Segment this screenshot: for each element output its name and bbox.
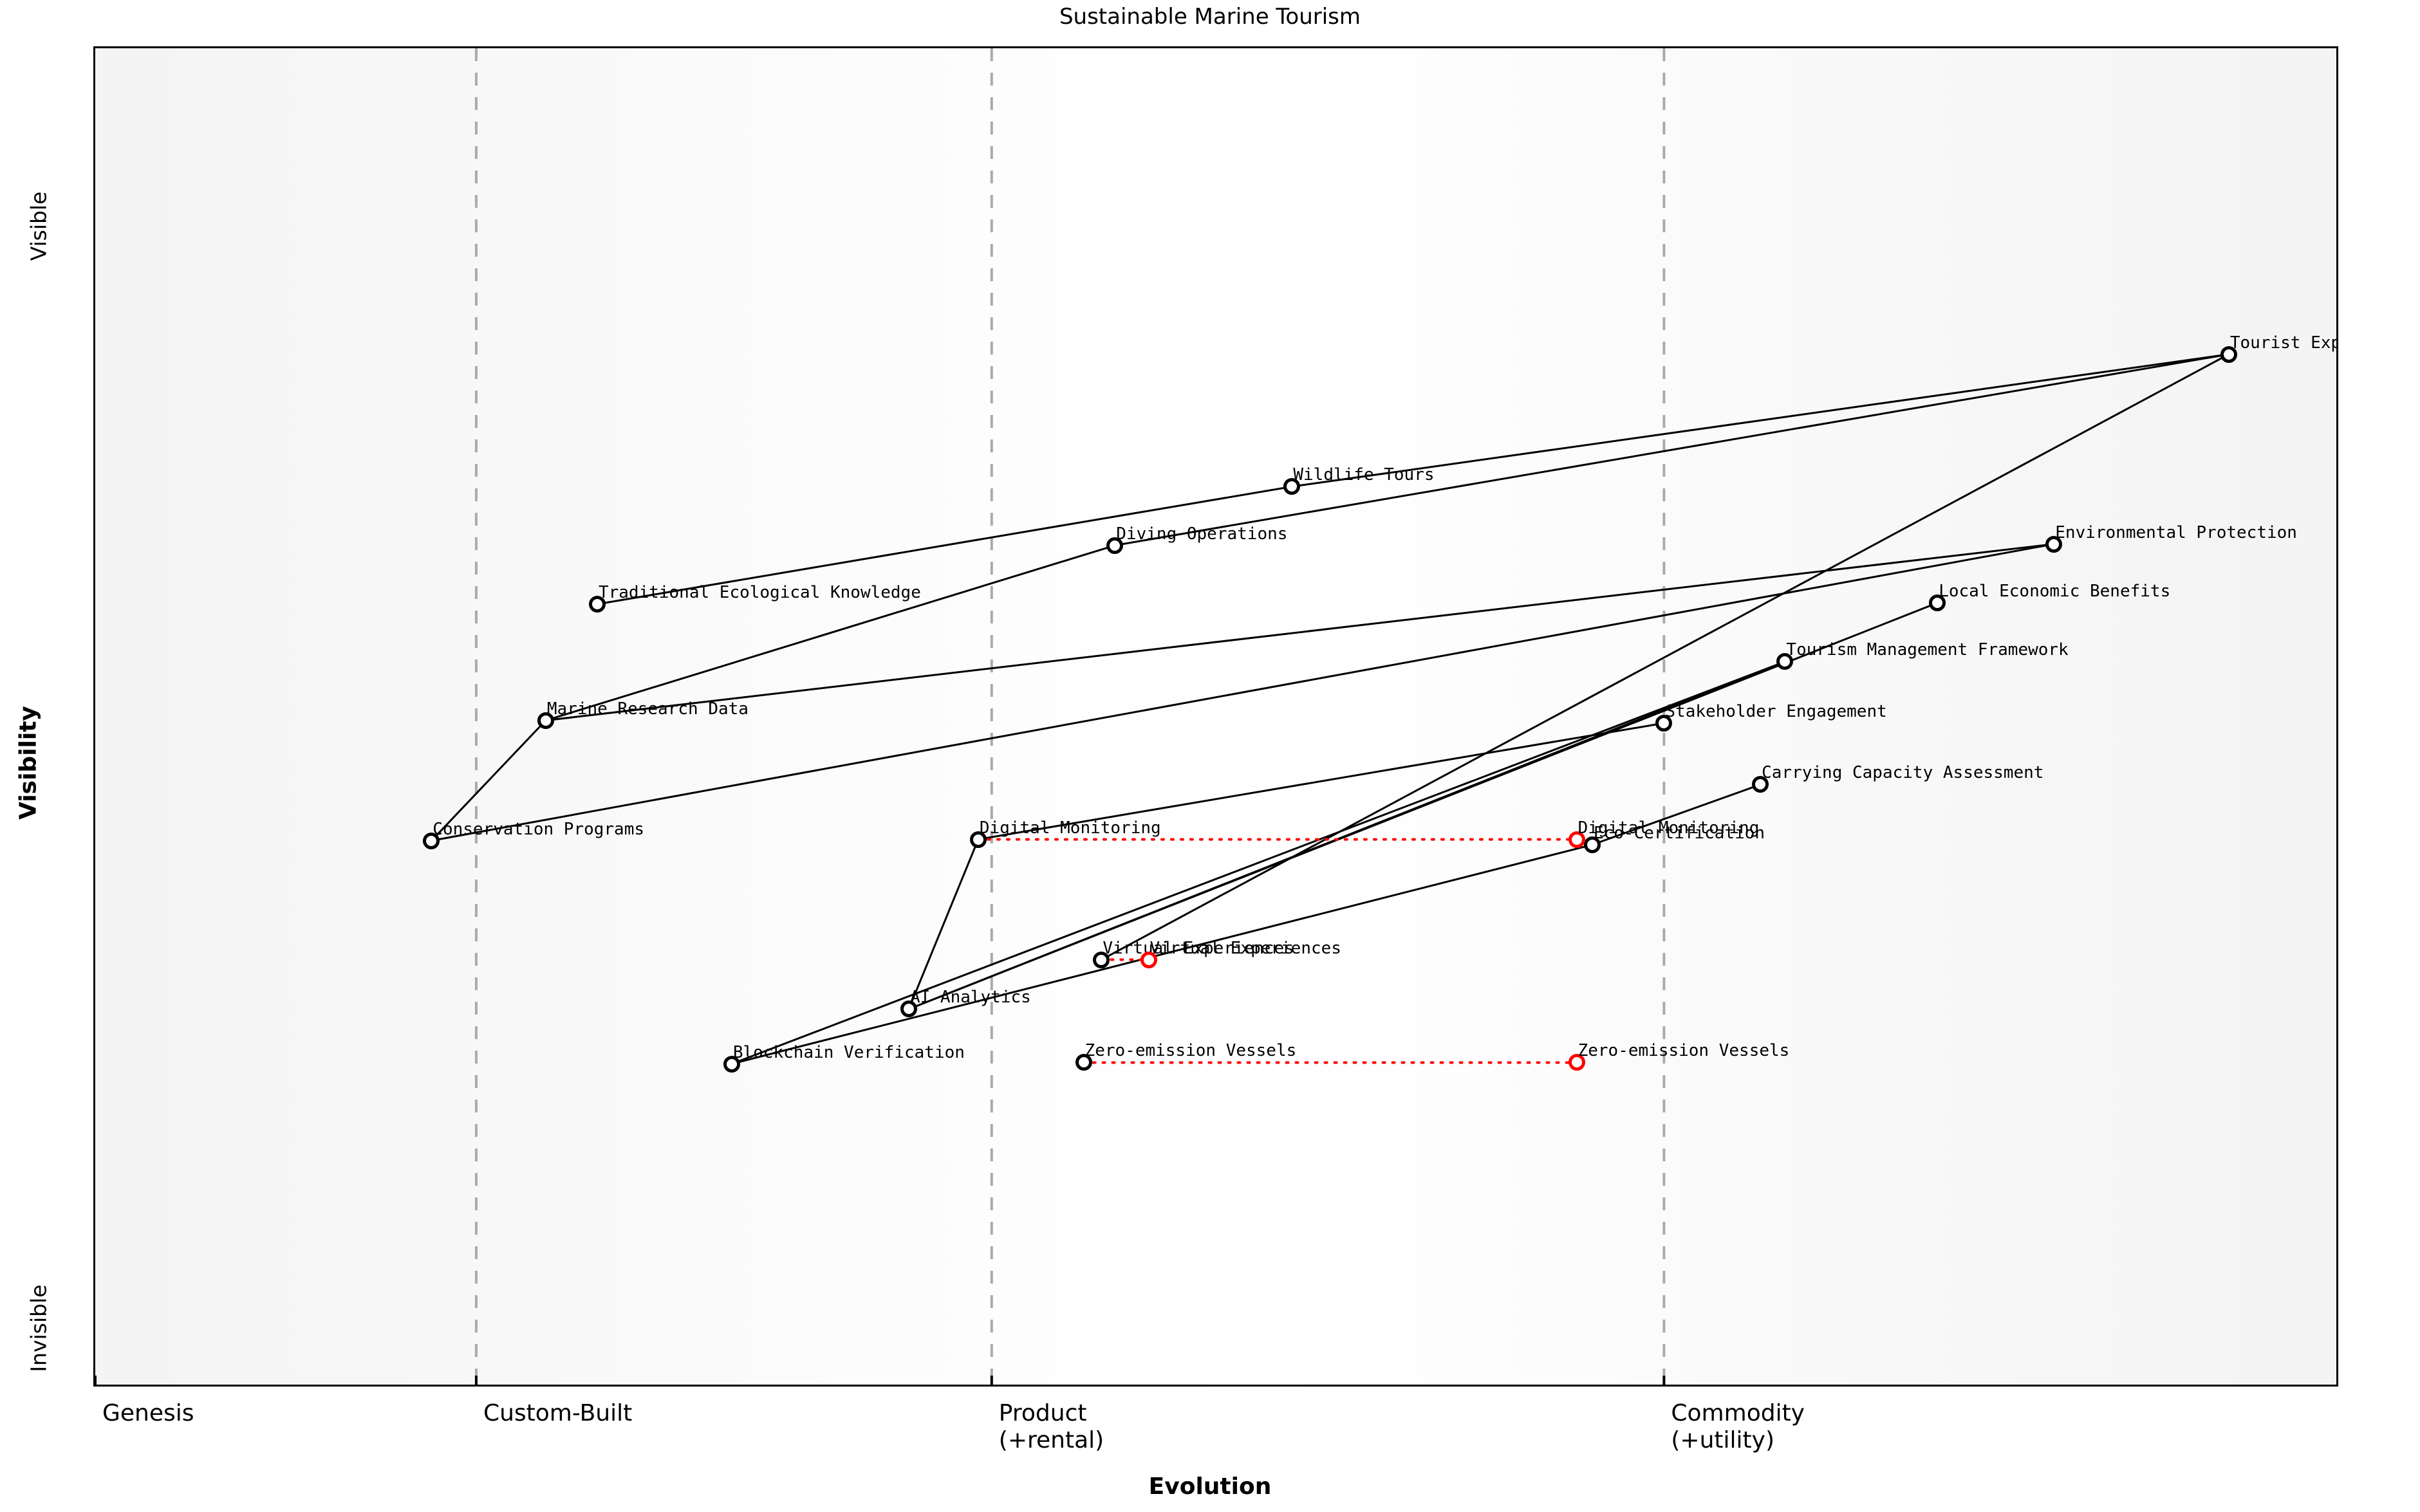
map-node[interactable] [1929,594,1946,611]
map-node[interactable] [1075,1054,1092,1071]
x-axis-tick-label-line1: Custom-Built [483,1400,633,1426]
x-axis-tick-label: Product (+rental) [999,1400,1104,1455]
dependency-link [431,719,546,842]
y-axis-tick-invisible: Invisible [26,1284,51,1372]
map-node[interactable] [1140,951,1157,968]
map-node-label: Virtual Experiences [1150,938,1341,958]
map-node[interactable] [900,1000,917,1018]
map-node-label: Wildlife Tours [1293,465,1435,485]
map-node-label: Traditional Ecological Knowledge [598,583,921,603]
x-axis-tick-label: Genesis [102,1400,194,1427]
map-node-label: Conservation Programs [433,819,645,839]
map-node-label: Local Economic Benefits [1939,581,2171,601]
map-node[interactable] [969,831,987,848]
map-node-label: Digital Monitoring [1578,818,1760,838]
map-node[interactable] [1752,776,1769,793]
dependency-link [431,543,2054,842]
map-node[interactable] [2045,535,2063,553]
x-axis-tick-label-line2: (+rental) [998,1427,1104,1454]
dependency-link [1292,353,2229,488]
y-axis-title: Visibility [15,706,42,820]
x-axis-tick-label-line1: Commodity [1671,1400,1805,1426]
x-axis-tick-label-line1: Genesis [102,1400,194,1426]
map-node-label: Stakeholder Engagement [1665,701,1887,721]
map-node[interactable] [1106,537,1124,554]
map-node-label: Zero-emission Vessels [1578,1041,1790,1061]
map-node-label: Virtual Experiences [1103,938,1294,958]
map-node[interactable] [723,1055,740,1073]
dependency-link [978,722,1664,841]
map-node[interactable] [588,596,606,613]
wardley-map-canvas [95,48,2229,1385]
map-node[interactable] [423,832,440,849]
map-node-label: Zero-emission Vessels [1084,1041,1297,1061]
map-node[interactable] [1655,714,1673,732]
dependency-link [1592,784,1761,846]
map-node-label: Environmental Protection [2055,522,2297,542]
y-axis-tick-visible: Visible [26,191,51,261]
map-node[interactable] [1283,478,1301,495]
x-axis-title: Evolution [1148,1473,1272,1500]
dependency-link [545,543,2054,722]
dependency-link [597,485,1292,605]
dependency-link [908,660,1785,1010]
map-node-label: Digital Monitoring [979,818,1161,838]
map-node[interactable] [2220,346,2237,363]
map-node-label: Marine Research Data [546,699,749,719]
dependency-link [731,844,1593,1065]
chart-title: Sustainable Marine Tourism [1059,4,1361,30]
dependency-link [1115,353,2229,547]
x-axis-tick-label: Custom-Built [483,1400,632,1427]
map-node-label: AI Analytics [909,988,1031,1008]
map-node[interactable] [1568,831,1585,848]
map-node-label: Tourism Management Framework [1786,640,2069,660]
map-node[interactable] [1568,1054,1585,1071]
map-node[interactable] [1583,836,1601,853]
map-node-label: Carrying Capacity Assessment [1762,763,2044,783]
map-node-label: Tourist Experience [2229,333,2336,353]
map-node-label: Eco-Certification [1593,823,1765,843]
dependency-link [545,544,1115,722]
map-node[interactable] [1776,653,1794,670]
x-axis-tick-label: Commodity (+utility) [1671,1400,1805,1455]
map-node[interactable] [537,712,554,729]
map-node-label: Diving Operations [1116,524,1288,544]
dependency-link [731,660,1785,1065]
x-axis-tick-label-line2: (+utility) [1671,1427,1775,1454]
plot-area: Tourist Experience Environmental Protecti… [93,46,2338,1387]
map-node[interactable] [1093,951,1110,968]
x-axis-tick-label-line1: Product [998,1400,1087,1426]
dependency-link [907,839,980,1010]
map-node-label: Blockchain Verification [732,1042,965,1062]
